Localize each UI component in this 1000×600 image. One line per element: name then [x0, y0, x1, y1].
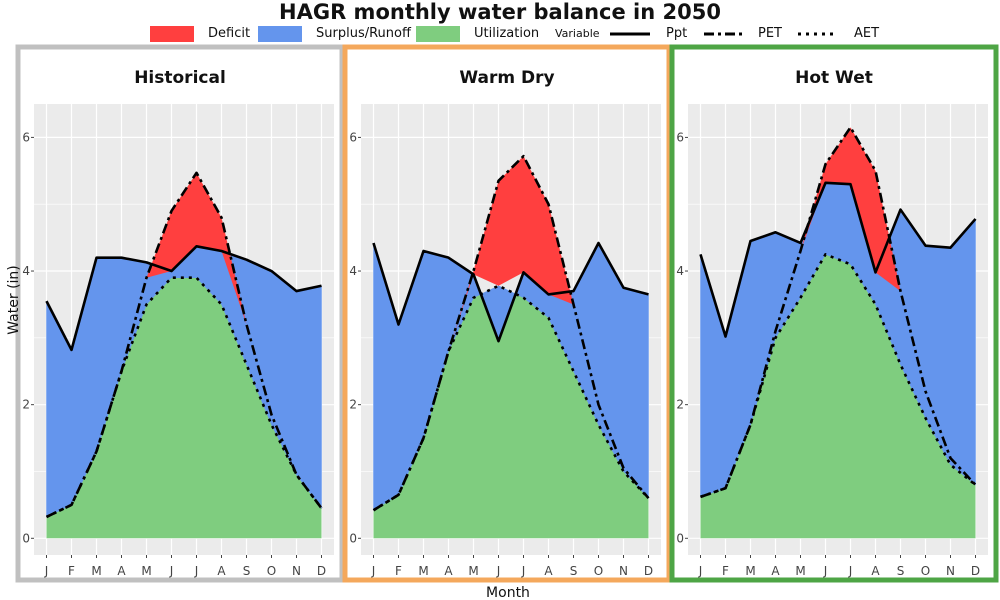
x-tick-label: D	[317, 564, 326, 578]
x-tick-label: O	[921, 564, 930, 578]
x-axis-label: Month	[486, 585, 530, 600]
x-tick-label: M	[141, 564, 151, 578]
x-tick-label: M	[468, 564, 478, 578]
x-tick-label: J	[371, 564, 376, 578]
line-pet	[45, 171, 323, 519]
x-tick-label: J	[169, 564, 174, 578]
area-utilization	[46, 277, 322, 539]
line-ppt	[372, 241, 649, 343]
line-pet	[372, 154, 650, 512]
x-tick-label: O	[267, 564, 276, 578]
y-tick-label: 6	[22, 130, 30, 144]
x-tick-label: M	[745, 564, 755, 578]
legend-line-pet	[704, 32, 744, 36]
chart-title: HAGR monthly water balance in 2050	[279, 0, 721, 24]
legend-swatch-surplus	[258, 26, 302, 42]
area-surplus-runoff	[825, 182, 851, 265]
x-tick-label: J	[44, 564, 49, 578]
y-tick-label: 6	[349, 130, 357, 144]
legend-swatch-utilization	[416, 26, 460, 42]
y-tick-label: 4	[22, 264, 30, 278]
x-tick-label: F	[722, 564, 729, 578]
panel-hot-wet: Hot Wet 0 2 4 6 J F M A M J J A S O N D	[669, 44, 999, 583]
x-tick-label: J	[823, 564, 828, 578]
legend-line-ppt	[610, 32, 650, 36]
area-deficit	[171, 172, 197, 272]
panel-border	[342, 44, 672, 583]
legend-label-utilization: Utilization	[474, 26, 540, 41]
panel-historical: Historical 0 2 4 6 J F M A M J J A S O N D	[15, 44, 345, 583]
x-tick-label: A	[771, 564, 780, 578]
x-tick-label: F	[395, 564, 402, 578]
y-tick-label: 2	[22, 398, 30, 412]
x-tick-label: D	[971, 564, 980, 578]
y-tick-label: 0	[349, 531, 357, 545]
x-tick-label: M	[91, 564, 101, 578]
x-tick-label: A	[217, 564, 226, 578]
y-tick-label: 2	[349, 398, 357, 412]
panel-title: Warm Dry	[459, 68, 554, 88]
legend-swatch-deficit	[150, 26, 194, 42]
x-tick-label: D	[644, 564, 653, 578]
line-pet	[700, 126, 977, 499]
area-deficit	[825, 127, 851, 185]
x-tick-label: M	[418, 564, 428, 578]
line-ppt	[699, 181, 977, 338]
panel-border	[15, 44, 345, 583]
area-utilization	[373, 285, 649, 539]
panel-warm-dry: Warm Dry 0 2 4 6 J F M A M J J A S O N D	[342, 44, 672, 583]
y-tick-label: 4	[349, 264, 357, 278]
x-tick-label: J	[194, 564, 199, 578]
x-tick-label: J	[698, 564, 703, 578]
legend-line-aet	[798, 32, 838, 36]
area-deficit	[448, 271, 474, 352]
x-tick-label: S	[243, 564, 251, 578]
area-deficit	[523, 156, 549, 295]
x-tick-label: S	[570, 564, 578, 578]
legend-variable-label: Variable	[555, 27, 600, 40]
line-aet	[700, 253, 977, 499]
y-tick-label: 0	[22, 531, 30, 545]
x-tick-label: A	[444, 564, 453, 578]
x-tick-label: O	[594, 564, 603, 578]
legend-label-aet: AET	[854, 26, 880, 41]
x-tick-label: A	[871, 564, 880, 578]
x-tick-label: A	[544, 564, 553, 578]
y-tick-label: 6	[676, 130, 684, 144]
x-tick-label: A	[117, 564, 126, 578]
panel-title: Hot Wet	[795, 68, 873, 88]
x-tick-label: N	[946, 564, 955, 578]
area-surplus-runoff	[623, 287, 649, 499]
area-deficit	[196, 172, 222, 251]
area-deficit	[850, 127, 876, 273]
x-tick-label: J	[848, 564, 853, 578]
legend: Deficit Surplus/Runoff Utilization Varia…	[0, 22, 1000, 46]
line-ppt	[45, 245, 322, 352]
y-tick-label: 2	[676, 398, 684, 412]
area-deficit	[473, 180, 499, 286]
legend-label-deficit: Deficit	[208, 26, 251, 41]
x-tick-label: N	[619, 564, 628, 578]
x-tick-label: S	[897, 564, 905, 578]
area-surplus-runoff	[950, 218, 976, 486]
y-tick-label: 0	[676, 531, 684, 545]
area-utilization	[700, 254, 976, 539]
panel-border	[669, 44, 999, 583]
y-axis-label: Water (in)	[6, 265, 22, 335]
legend-label-ppt: Ppt	[666, 26, 688, 41]
x-tick-label: J	[521, 564, 526, 578]
x-tick-label: M	[795, 564, 805, 578]
legend-label-pet: PET	[758, 26, 782, 41]
panel-title: Historical	[134, 68, 226, 88]
area-surplus-runoff	[296, 285, 322, 509]
legend-label-surplus: Surplus/Runoff	[316, 26, 411, 41]
x-tick-label: F	[68, 564, 75, 578]
y-tick-label: 4	[676, 264, 684, 278]
line-aet	[372, 284, 650, 512]
x-tick-label: J	[496, 564, 501, 578]
x-tick-label: N	[292, 564, 301, 578]
area-deficit	[498, 156, 524, 286]
